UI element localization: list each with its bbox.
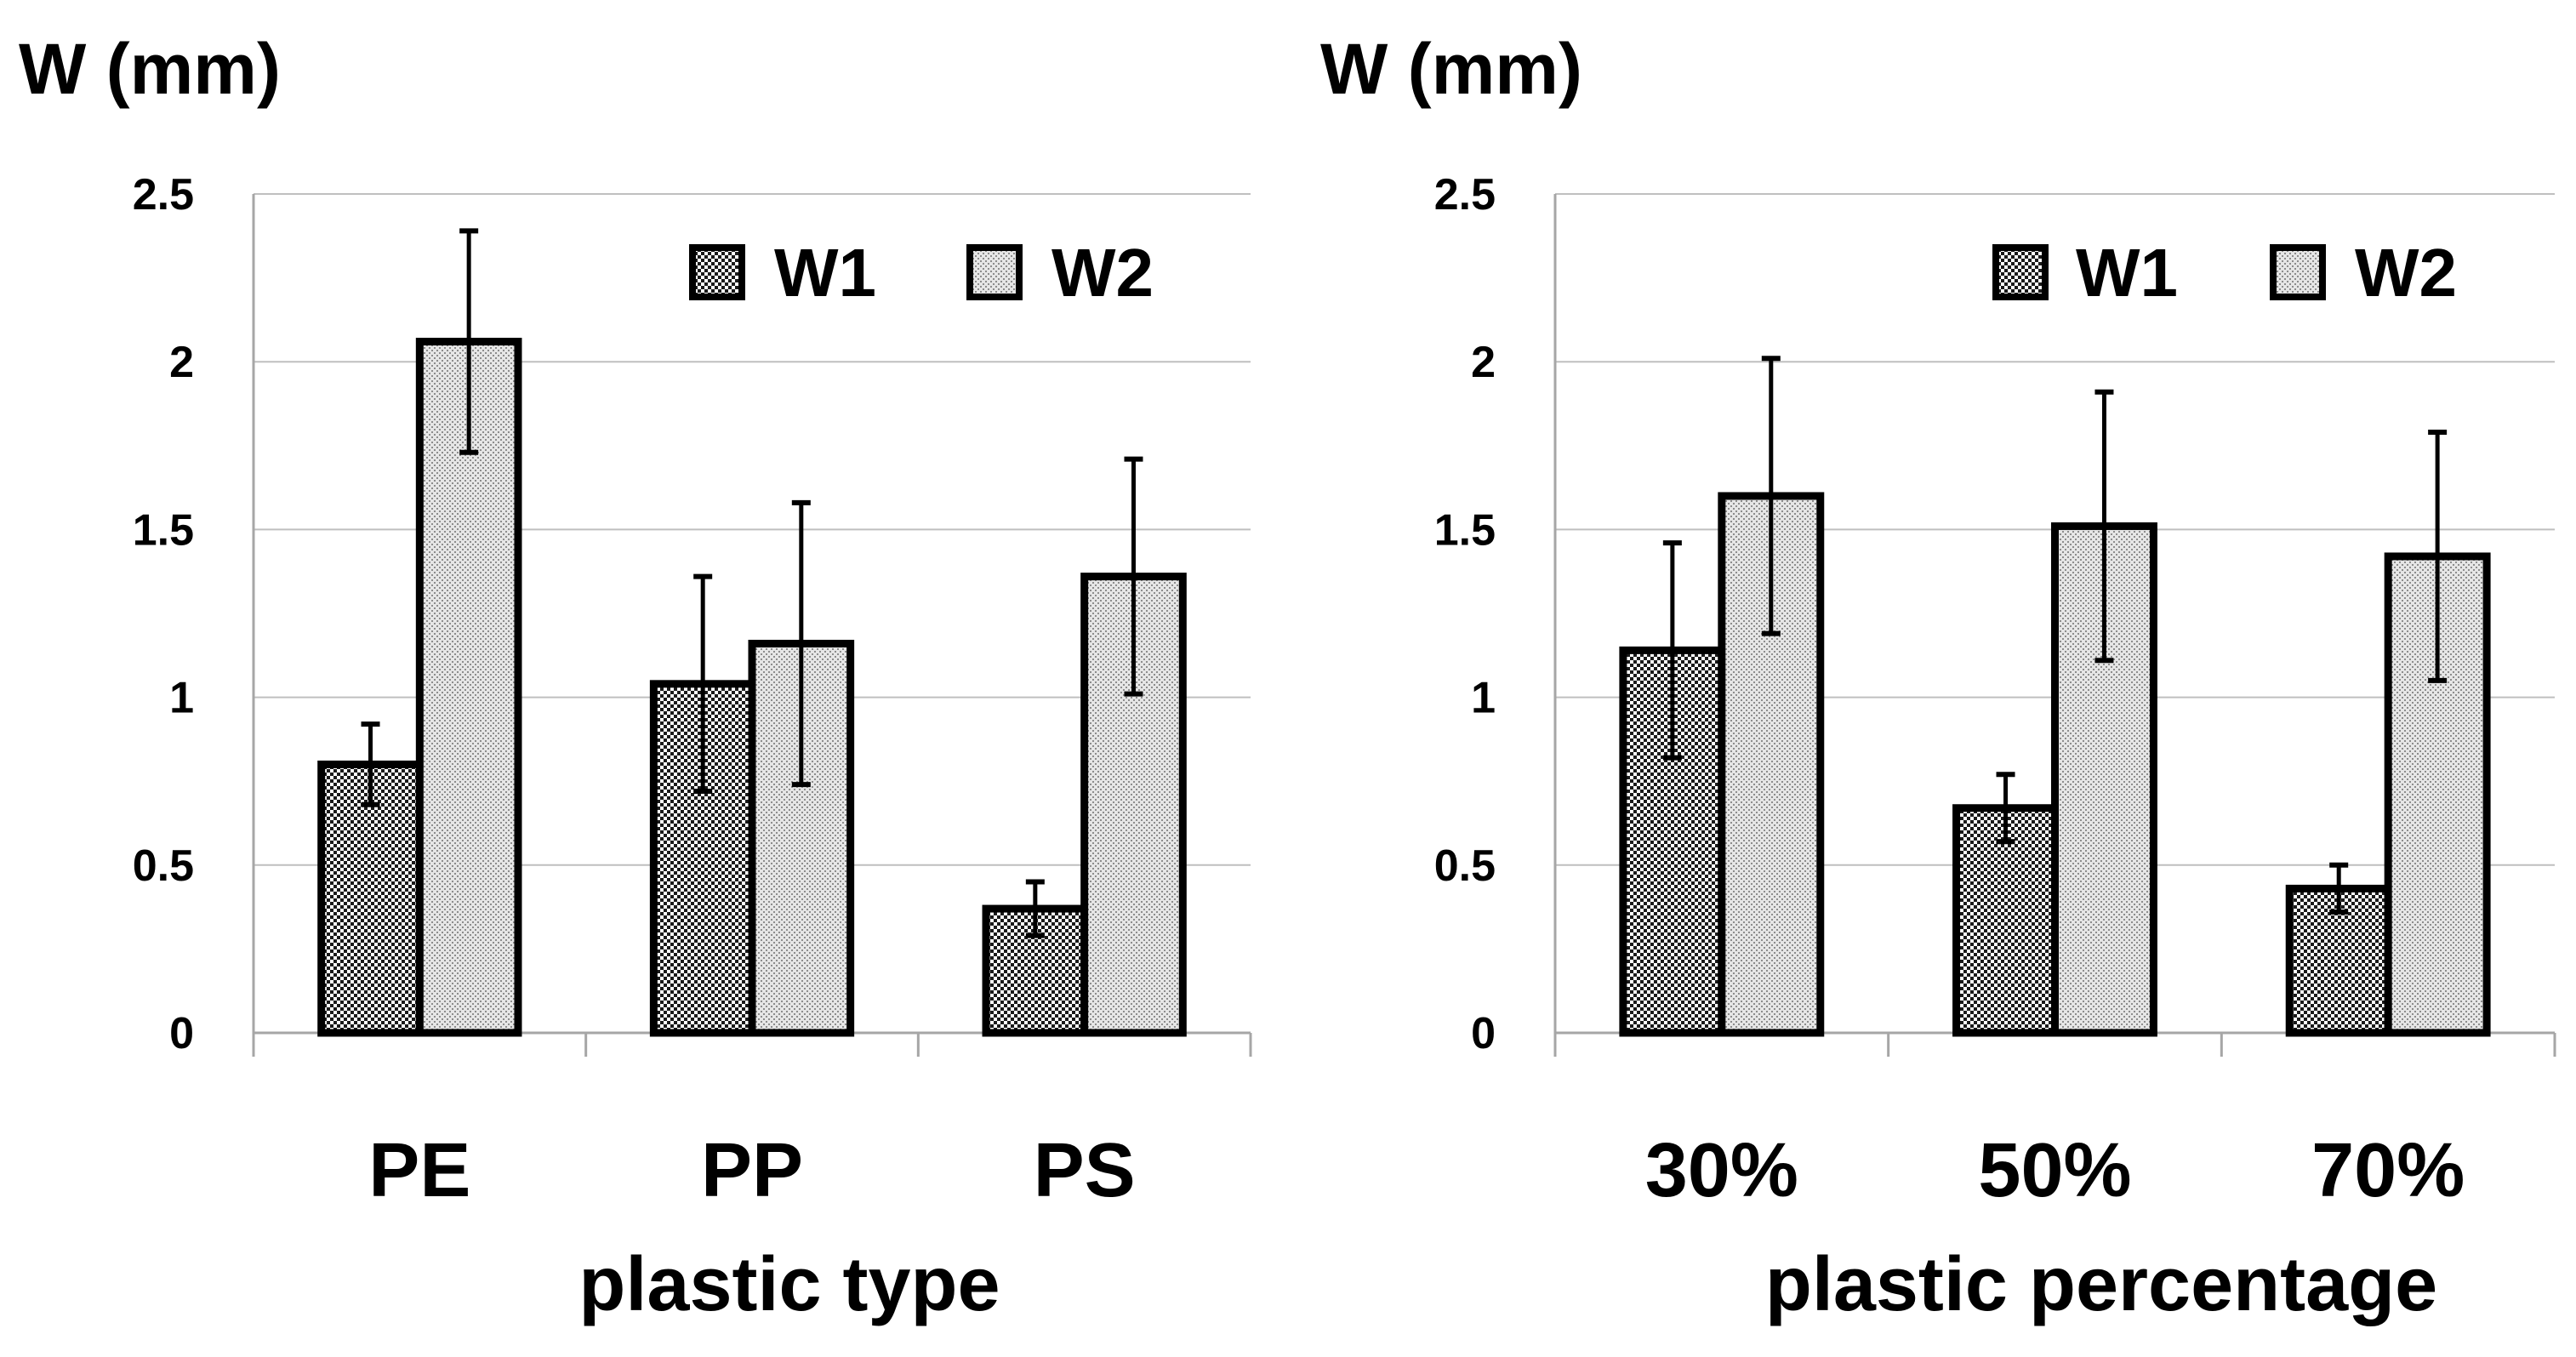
legend-label-w1: W1 — [774, 235, 876, 311]
category-label: 30% — [1645, 1128, 1798, 1213]
legend-label-w1: W1 — [2076, 235, 2178, 311]
y-tick-label: 2 — [169, 338, 194, 387]
legend-swatch-w2 — [2270, 244, 2326, 300]
x-axis-title: plastic type — [578, 1242, 1000, 1327]
legend-swatch-w2 — [966, 244, 1023, 300]
y-tick-label: 0.5 — [1434, 841, 1496, 891]
category-label: PS — [1034, 1128, 1136, 1213]
y-tick-label: 0.5 — [133, 841, 194, 891]
y-tick-label: 0 — [1471, 1009, 1496, 1058]
y-axis-title: W (mm) — [1320, 29, 1582, 109]
category-label: 70% — [2311, 1128, 2465, 1213]
category-label: PP — [701, 1128, 803, 1213]
chart-right: 0 0.5 1 1.5 2 2.5 30% 50% 70% W (mm) plastic perce… — [1320, 29, 2556, 1327]
legend: W1 W2 — [689, 235, 1154, 311]
category-label: PE — [368, 1128, 470, 1213]
y-tick-label: 2 — [1471, 338, 1496, 387]
bar-w1-pp — [649, 680, 756, 1037]
y-tick-label: 1.5 — [133, 505, 194, 555]
y-tick-label: 2.5 — [133, 170, 194, 220]
y-tick-label: 2.5 — [1434, 170, 1496, 220]
legend-label-w2: W2 — [1051, 235, 1154, 311]
legend: W1 W2 — [1992, 235, 2457, 311]
y-axis-title: W (mm) — [19, 29, 281, 109]
bar-w1-50pct — [1952, 804, 2059, 1037]
chart-left: 0 0.5 1 1.5 2 2.5 PE PP PS W (mm) plastic type W1 W2 — [19, 29, 1252, 1327]
category-label: 50% — [1978, 1128, 2131, 1213]
legend-label-w2: W2 — [2355, 235, 2457, 311]
y-tick-label: 1 — [169, 674, 194, 723]
y-tick-label: 0 — [169, 1009, 194, 1058]
legend-swatch-w1 — [1992, 244, 2049, 300]
y-tick-label: 1.5 — [1434, 505, 1496, 555]
y-tick-label: 1 — [1471, 674, 1496, 723]
legend-swatch-w1 — [689, 244, 745, 300]
x-axis-title: plastic percentage — [1765, 1242, 2437, 1327]
